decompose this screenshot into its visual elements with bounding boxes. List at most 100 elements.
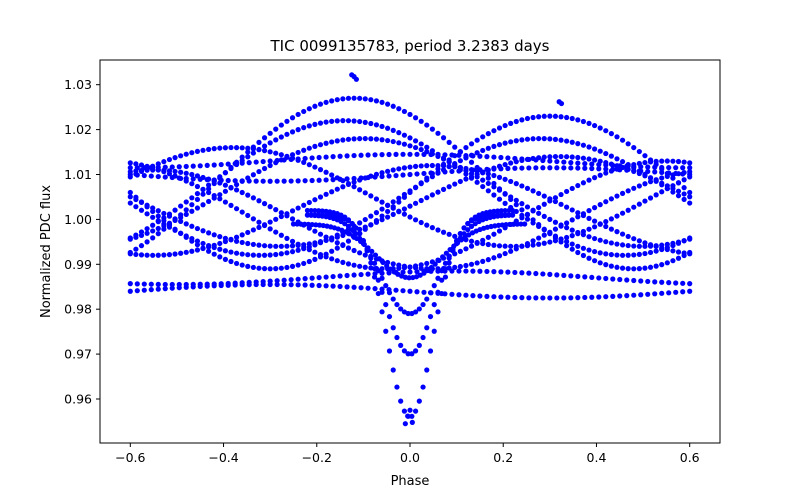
data-point: [670, 248, 676, 254]
data-point: [261, 243, 268, 249]
data-point: [631, 266, 637, 272]
data-point: [518, 221, 524, 227]
data-point: [647, 264, 654, 270]
data-point: [463, 152, 469, 159]
data-point: [498, 154, 504, 161]
data-point: [536, 241, 542, 247]
data-point: [575, 117, 581, 123]
data-point: [379, 206, 385, 212]
data-point: [474, 150, 480, 156]
x-tick-label: 0.2: [493, 450, 513, 465]
data-point: [312, 197, 318, 203]
data-point: [133, 251, 139, 258]
data-point: [204, 283, 210, 289]
data-point: [256, 139, 262, 145]
data-point: [379, 173, 385, 180]
data-point: [278, 213, 284, 220]
data-point: [631, 144, 637, 151]
data-point: [452, 181, 458, 187]
data-point: [225, 282, 231, 288]
y-tick-label: 1.03: [64, 77, 92, 92]
data-point: [317, 101, 324, 107]
data-point: [351, 152, 357, 159]
data-point: [652, 164, 658, 170]
data-point: [250, 146, 256, 152]
data-point: [384, 263, 390, 269]
data-point: [597, 221, 603, 227]
data-point: [552, 219, 559, 225]
data-point: [636, 243, 642, 249]
data-point: [197, 176, 203, 182]
data-point: [304, 212, 311, 218]
data-point: [465, 220, 471, 227]
data-point: [239, 282, 245, 288]
data-point: [301, 244, 307, 250]
data-point: [427, 313, 434, 320]
data-point: [496, 243, 503, 249]
data-point: [228, 258, 234, 265]
data-point: [653, 243, 659, 250]
data-point: [420, 301, 426, 308]
data-point: [506, 212, 512, 218]
data-point: [401, 211, 408, 217]
data-point: [524, 241, 531, 247]
data-point: [491, 294, 497, 300]
data-point: [200, 245, 206, 252]
data-point: [239, 145, 245, 151]
data-point: [533, 157, 539, 163]
data-point: [510, 221, 517, 227]
data-point: [162, 286, 168, 292]
data-point: [519, 137, 525, 143]
data-point: [273, 229, 279, 235]
data-point: [508, 120, 514, 126]
data-point: [631, 292, 637, 298]
data-point: [319, 208, 325, 214]
data-point: [273, 137, 279, 143]
data-point: [580, 252, 587, 259]
data-point: [675, 193, 682, 199]
data-point: [664, 241, 670, 247]
data-point: [302, 276, 308, 282]
data-point: [424, 163, 430, 169]
data-point: [284, 264, 290, 271]
data-point: [194, 148, 201, 155]
data-point: [524, 211, 531, 217]
data-point: [345, 223, 352, 229]
data-point: [617, 293, 623, 299]
data-point: [323, 99, 329, 105]
data-point: [155, 208, 161, 214]
data-point: [495, 208, 501, 214]
data-point: [485, 241, 491, 248]
data-point: [673, 170, 679, 177]
data-point: [596, 275, 602, 281]
data-point: [580, 118, 587, 125]
data-point: [491, 242, 497, 248]
data-point: [365, 271, 371, 277]
data-point: [312, 212, 318, 219]
data-point: [351, 184, 357, 190]
data-point: [345, 95, 352, 101]
data-point: [564, 154, 570, 160]
data-point: [337, 273, 343, 279]
data-point: [390, 261, 396, 267]
data-point: [608, 153, 614, 159]
data-point: [267, 140, 273, 146]
data-point: [470, 293, 476, 299]
data-point: [317, 239, 324, 245]
data-point: [288, 178, 294, 184]
data-point: [278, 134, 284, 140]
data-point: [659, 169, 665, 176]
data-point: [206, 146, 212, 152]
data-point: [647, 249, 654, 256]
data-point: [379, 309, 385, 315]
x-tick-label: −0.2: [302, 450, 332, 465]
data-point: [204, 162, 210, 168]
data-point: [558, 153, 564, 160]
data-point: [614, 252, 620, 258]
data-point: [349, 227, 355, 233]
data-point: [575, 141, 581, 147]
data-point: [596, 294, 602, 300]
y-tick-label: 0.99: [64, 257, 92, 272]
data-point: [312, 249, 318, 255]
data-point: [183, 175, 189, 182]
